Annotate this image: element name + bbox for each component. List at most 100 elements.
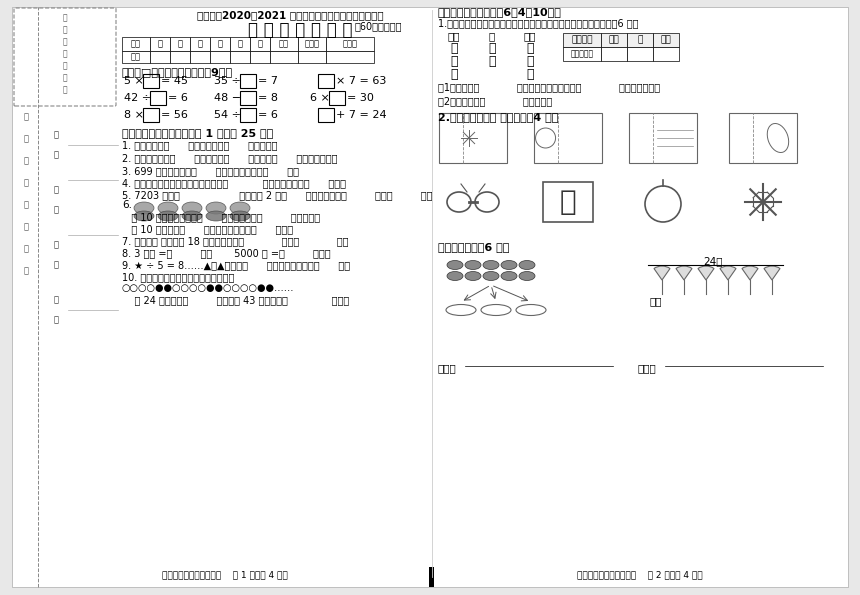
Text: 2. 八千五百写作（      ），它是由（      ）个千和（      ）个百组成的。: 2. 八千五百写作（ ），它是由（ ）个千和（ ）个百组成的。	[122, 153, 337, 163]
Text: 学: 学	[53, 130, 58, 139]
Text: 四、着图列式（6 分）: 四、着图列式（6 分）	[438, 242, 509, 252]
Text: 证: 证	[63, 49, 67, 58]
Text: 三: 三	[198, 39, 202, 49]
Text: 7. 写出两道 被除数是 18 的除法算式：（            ）和（            ）。: 7. 写出两道 被除数是 18 的除法算式：（ ）和（ ）。	[122, 236, 348, 246]
Bar	[170, 37, 190, 51]
Bar	[429, 567, 434, 587]
Text: 西瓜: 西瓜	[524, 31, 537, 41]
Text: 9. ★ ÷ 5 = 8……▲，▲最大是（      ），这时被除数是（      ）。: 9. ★ ÷ 5 = 8……▲，▲最大是（ ），这时被除数是（ ）。	[122, 260, 350, 270]
Ellipse shape	[767, 124, 789, 152]
Bar	[230, 51, 250, 63]
Text: 正: 正	[488, 42, 495, 55]
Ellipse shape	[481, 305, 511, 315]
Bar	[210, 37, 230, 51]
Text: 3. 699 前面一个数是（      ），后面一个数是（      ）。: 3. 699 前面一个数是（ ），后面一个数是（ ）。	[122, 166, 299, 176]
Text: 正: 正	[451, 55, 458, 68]
Ellipse shape	[158, 211, 178, 221]
Text: 水果种类: 水果种类	[571, 36, 593, 45]
Text: 苹果: 苹果	[609, 36, 619, 45]
Text: = 7: = 7	[258, 76, 278, 86]
Bar	[240, 91, 256, 105]
Bar	[240, 108, 256, 122]
Ellipse shape	[134, 202, 154, 214]
Text: 正: 正	[526, 55, 534, 68]
Ellipse shape	[501, 271, 517, 280]
Circle shape	[645, 186, 681, 222]
Text: 一: 一	[157, 39, 163, 49]
Bar	[729, 113, 797, 163]
Text: 把 10 个面包每（      ）个一份，分成了（      ）份。: 把 10 个面包每（ ）个一份，分成了（ ）份。	[122, 224, 293, 234]
Ellipse shape	[483, 271, 499, 280]
Bar	[601, 33, 627, 47]
Bar	[298, 51, 326, 63]
Text: 6.: 6.	[122, 200, 132, 210]
Ellipse shape	[182, 211, 202, 221]
Text: （2）一班共有（            ）个同学。: （2）一班共有（ ）个同学。	[438, 96, 552, 106]
Text: 得分: 得分	[131, 52, 141, 61]
Ellipse shape	[134, 211, 154, 221]
Text: 5. 7203 读作（                   ），其中 2 在（      ）位上，表示（         ）个（         ）。: 5. 7203 读作（ ），其中 2 在（ ）位上，表示（ ）个（ ）。	[122, 190, 433, 200]
Ellipse shape	[182, 202, 202, 214]
Bar	[150, 91, 166, 105]
Bar	[326, 51, 374, 63]
Ellipse shape	[230, 202, 250, 214]
Bar	[270, 37, 298, 51]
Text: 名: 名	[53, 261, 58, 270]
Bar	[543, 182, 593, 222]
Text: 座位号: 座位号	[342, 39, 358, 49]
Bar	[627, 33, 653, 47]
Text: 5 ×: 5 ×	[124, 76, 144, 86]
Bar	[318, 108, 334, 122]
Wedge shape	[720, 266, 736, 280]
Text: 一: 一	[526, 68, 534, 81]
Text: 正: 正	[451, 68, 458, 81]
Wedge shape	[742, 266, 758, 280]
Text: 井冈山市二年级数学试卷    第 2 页（共 4 页）: 井冈山市二年级数学试卷 第 2 页（共 4 页）	[577, 570, 703, 579]
Ellipse shape	[447, 192, 471, 212]
Text: 六: 六	[257, 39, 262, 49]
Text: 井冈山市二年级数学试卷    第 1 页（共 4 页）: 井冈山市二年级数学试卷 第 1 页（共 4 页）	[163, 570, 288, 579]
Ellipse shape	[206, 211, 226, 221]
Bar	[210, 51, 230, 63]
Text: 54 ÷: 54 ÷	[214, 110, 241, 120]
Ellipse shape	[475, 192, 499, 212]
Bar	[439, 113, 507, 163]
Bar	[653, 47, 679, 61]
Ellipse shape	[447, 271, 463, 280]
Text: ？元: ？元	[650, 296, 662, 306]
Text: = 56: = 56	[161, 110, 187, 120]
Text: 题: 题	[23, 267, 28, 275]
Text: 井冈山市2020－2021 学年度第二学期期末教学质量检测: 井冈山市2020－2021 学年度第二学期期末教学质量检测	[197, 10, 384, 20]
Text: （1）喜欢吃（            ）的同学最多，喜欢吃（            ）的同学最少。: （1）喜欢吃（ ）的同学最多，喜欢吃（ ）的同学最少。	[438, 82, 660, 92]
Text: 第 24 颗棋子是（         ）色，第 43 颗棋子是（              ）色。: 第 24 颗棋子是（ ）色，第 43 颗棋子是（ ）色。	[122, 295, 349, 305]
Wedge shape	[676, 266, 692, 280]
Bar	[318, 74, 334, 88]
Text: 形: 形	[63, 73, 67, 82]
Text: 五: 五	[237, 39, 243, 49]
Text: = 8: = 8	[258, 93, 278, 103]
Text: 1.下面是一班同学喜欢水果的情况，完成右边的统计表，并填空。（6 分）: 1.下面是一班同学喜欢水果的情况，完成右边的统计表，并填空。（6 分）	[438, 18, 638, 28]
Text: × 7 = 63: × 7 = 63	[336, 76, 386, 86]
Text: （60分钟完成）: （60分钟完成）	[355, 21, 402, 31]
FancyBboxPatch shape	[14, 8, 116, 106]
Text: 贴: 贴	[63, 13, 67, 22]
Text: 梨: 梨	[488, 31, 495, 41]
Text: 35 ÷: 35 ÷	[214, 76, 241, 86]
Text: 二、我会仔细填空。【每空 1 分，共 25 分】: 二、我会仔细填空。【每空 1 分，共 25 分】	[122, 128, 273, 138]
Text: = 45: = 45	[161, 76, 188, 86]
Ellipse shape	[465, 261, 481, 270]
Text: 数量（个）: 数量（个）	[570, 49, 593, 58]
Circle shape	[536, 128, 556, 148]
Bar	[298, 37, 326, 51]
Bar	[629, 113, 697, 163]
Bar	[250, 37, 270, 51]
Text: 总分: 总分	[279, 39, 289, 49]
Text: + 7 = 24: + 7 = 24	[336, 110, 387, 120]
Text: 苹果: 苹果	[448, 31, 460, 41]
Text: 列式：: 列式：	[638, 363, 657, 373]
Bar	[170, 51, 190, 63]
Text: 班: 班	[53, 186, 58, 195]
Bar	[270, 51, 298, 63]
Text: 梨: 梨	[637, 36, 642, 45]
Bar	[230, 37, 250, 51]
